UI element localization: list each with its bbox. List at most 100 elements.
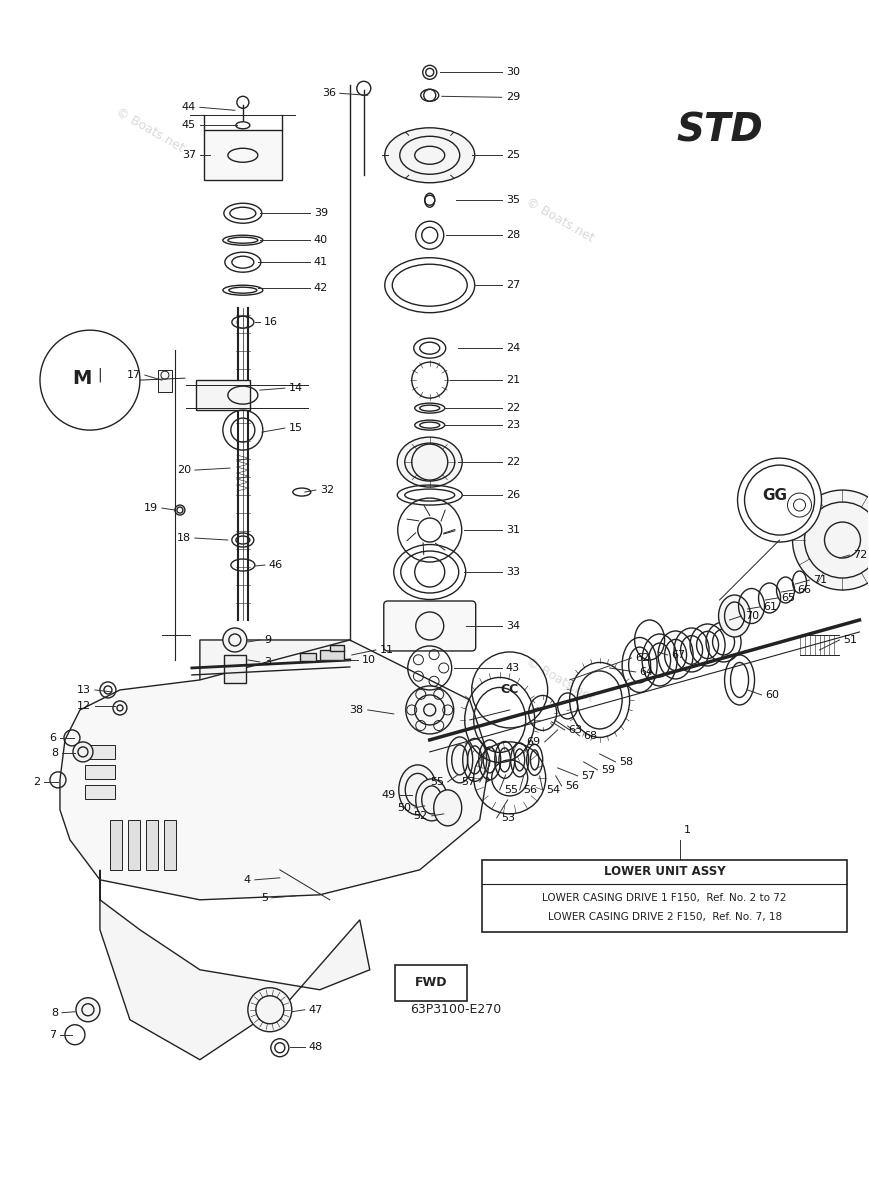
Bar xyxy=(481,860,847,931)
Bar xyxy=(196,380,250,410)
Text: 61: 61 xyxy=(764,602,778,612)
Text: 1: 1 xyxy=(684,824,691,835)
Text: 34: 34 xyxy=(506,620,520,631)
Polygon shape xyxy=(200,640,490,830)
Text: 3: 3 xyxy=(264,656,271,667)
Text: 44: 44 xyxy=(182,102,196,113)
Text: 70: 70 xyxy=(746,611,760,620)
Text: 24: 24 xyxy=(506,343,520,353)
Text: 49: 49 xyxy=(381,790,395,800)
Text: 40: 40 xyxy=(314,235,328,245)
Text: 36: 36 xyxy=(322,89,335,98)
Text: 30: 30 xyxy=(506,67,520,77)
Text: 27: 27 xyxy=(506,280,520,290)
Bar xyxy=(204,131,282,180)
Text: 69: 69 xyxy=(527,737,541,746)
Text: 26: 26 xyxy=(506,490,520,500)
Text: 31: 31 xyxy=(506,526,520,535)
Text: 46: 46 xyxy=(269,560,283,570)
Text: 58: 58 xyxy=(620,757,634,767)
Text: 56: 56 xyxy=(566,781,580,791)
Text: GG: GG xyxy=(762,487,787,503)
Text: 59: 59 xyxy=(601,764,616,775)
Text: 71: 71 xyxy=(813,575,827,586)
Polygon shape xyxy=(60,640,490,900)
Polygon shape xyxy=(100,870,370,1060)
Text: © Boats.net: © Boats.net xyxy=(114,106,186,155)
Text: 39: 39 xyxy=(314,209,328,218)
Text: 38: 38 xyxy=(349,704,364,715)
Bar xyxy=(158,370,172,392)
Bar xyxy=(330,644,344,650)
Text: 8: 8 xyxy=(51,748,58,758)
Text: 25: 25 xyxy=(506,150,520,161)
Text: 33: 33 xyxy=(506,568,520,577)
Text: LOWER CASING DRIVE 2 F150,  Ref. No. 7, 18: LOWER CASING DRIVE 2 F150, Ref. No. 7, 1… xyxy=(547,912,781,922)
Text: 50: 50 xyxy=(397,803,411,812)
Text: 14: 14 xyxy=(289,383,303,394)
Bar xyxy=(300,653,315,661)
Text: 22: 22 xyxy=(506,457,520,467)
Text: FWD: FWD xyxy=(415,977,447,989)
Text: 66: 66 xyxy=(798,586,812,595)
Text: 29: 29 xyxy=(506,92,520,102)
Text: 51: 51 xyxy=(844,635,858,644)
Circle shape xyxy=(793,490,869,590)
Text: 20: 20 xyxy=(176,466,191,475)
Text: 60: 60 xyxy=(766,690,779,700)
Text: 65: 65 xyxy=(781,593,795,604)
Text: 42: 42 xyxy=(314,283,328,293)
Text: 52: 52 xyxy=(414,811,428,821)
Text: 41: 41 xyxy=(314,257,328,268)
Circle shape xyxy=(248,988,292,1032)
Text: 22: 22 xyxy=(506,403,520,413)
Text: 45: 45 xyxy=(182,120,196,131)
Bar xyxy=(320,650,344,660)
Text: © Boats.net: © Boats.net xyxy=(523,655,596,704)
Circle shape xyxy=(222,628,247,652)
Bar xyxy=(85,785,115,799)
Text: 64: 64 xyxy=(640,667,653,677)
Bar xyxy=(164,820,176,870)
Text: 2: 2 xyxy=(33,776,40,787)
Ellipse shape xyxy=(434,790,461,826)
Text: STD: STD xyxy=(676,112,763,149)
Bar xyxy=(85,745,115,758)
Text: 47: 47 xyxy=(308,1004,323,1015)
Text: 72: 72 xyxy=(853,550,868,560)
Bar xyxy=(85,764,115,779)
Bar xyxy=(146,820,158,870)
Text: 18: 18 xyxy=(176,533,191,544)
Circle shape xyxy=(738,458,821,542)
Text: 16: 16 xyxy=(264,317,278,328)
Text: 4: 4 xyxy=(243,875,251,884)
Text: 43: 43 xyxy=(506,662,520,673)
Text: LOWER UNIT ASSY: LOWER UNIT ASSY xyxy=(604,865,726,878)
Text: © Boats.net: © Boats.net xyxy=(523,196,596,245)
Ellipse shape xyxy=(415,779,448,821)
Text: 32: 32 xyxy=(320,485,334,496)
Text: 57: 57 xyxy=(581,770,596,781)
Text: CC: CC xyxy=(501,684,519,696)
Text: 21: 21 xyxy=(506,376,520,385)
Text: 5: 5 xyxy=(261,893,268,902)
Text: 62: 62 xyxy=(635,653,650,662)
Text: 13: 13 xyxy=(77,685,91,695)
Ellipse shape xyxy=(385,127,474,182)
Circle shape xyxy=(76,997,100,1021)
Bar xyxy=(224,655,246,683)
Ellipse shape xyxy=(719,595,751,637)
Text: |: | xyxy=(97,368,103,383)
Text: 55: 55 xyxy=(430,776,444,787)
Text: 56: 56 xyxy=(524,785,538,794)
FancyBboxPatch shape xyxy=(384,601,475,650)
Text: 57: 57 xyxy=(461,776,475,787)
Text: 19: 19 xyxy=(143,503,158,514)
Text: © Boats.net: © Boats.net xyxy=(94,826,166,875)
Text: 8: 8 xyxy=(51,1008,58,1018)
Bar xyxy=(128,820,140,870)
Text: 12: 12 xyxy=(76,701,91,710)
Text: 35: 35 xyxy=(506,196,520,205)
Text: 11: 11 xyxy=(380,644,394,655)
Text: 28: 28 xyxy=(506,230,520,240)
